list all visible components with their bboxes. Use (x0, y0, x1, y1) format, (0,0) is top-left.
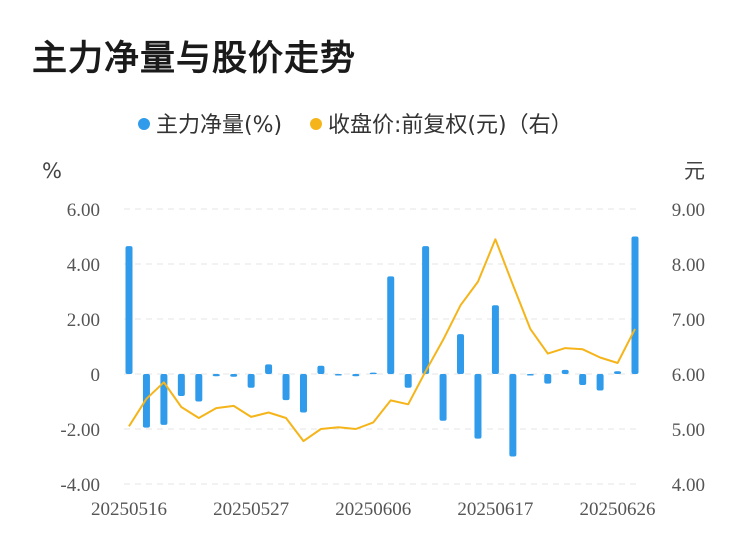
right-tick-label: 7.00 (672, 310, 705, 331)
bar (265, 364, 273, 374)
bar (404, 374, 412, 388)
chart-title: 主力净量与股价走势 (32, 39, 357, 79)
bar (334, 374, 342, 376)
legend-marker-close-price (310, 118, 322, 130)
x-tick-label: 20250626 (580, 499, 656, 520)
x-tick-label: 20250606 (335, 499, 411, 520)
legend-label-close-price: 收盘价:前复权(元)（右） (328, 113, 573, 138)
bar-series (125, 236, 639, 457)
grid-lines (124, 208, 640, 485)
bar (596, 374, 604, 391)
x-tick-label: 20250516 (91, 499, 167, 520)
bar (474, 374, 482, 439)
left-tick-label: 6.00 (67, 200, 100, 221)
right-axis-ticks: 9.00 8.00 7.00 6.00 5.00 4.00 (672, 200, 705, 496)
right-tick-label: 4.00 (672, 475, 705, 496)
left-tick-label: 4.00 (67, 255, 100, 276)
bar (212, 374, 220, 377)
right-tick-label: 5.00 (672, 420, 705, 441)
bar (544, 374, 552, 384)
x-tick-label: 20250617 (457, 499, 533, 520)
bar (352, 374, 360, 377)
left-tick-label: 0 (91, 365, 101, 386)
bar (195, 374, 203, 402)
x-tick-label: 20250527 (213, 499, 289, 520)
bar (561, 369, 569, 374)
bar (579, 374, 587, 385)
right-tick-label: 8.00 (672, 255, 705, 276)
bar (614, 371, 622, 374)
bar (526, 374, 534, 376)
left-tick-label: -4.00 (60, 475, 100, 496)
bar (457, 334, 465, 374)
bar (125, 246, 133, 374)
bar (491, 305, 499, 374)
bar (422, 246, 430, 374)
bar (387, 276, 395, 374)
legend: 主力净量(%) 收盘价:前复权(元)（右） (138, 113, 573, 138)
bar (439, 374, 447, 421)
bar (631, 236, 639, 374)
bar (230, 374, 238, 377)
bar (177, 374, 185, 396)
x-axis-ticks: 20250516 20250527 20250606 20250617 20250626 (91, 499, 656, 520)
bar (160, 374, 168, 425)
right-tick-label: 6.00 (672, 365, 705, 386)
left-axis-unit: % (42, 159, 62, 183)
bar (282, 374, 290, 401)
right-axis-unit: 元 (684, 159, 705, 183)
legend-label-net-volume: 主力净量(%) (156, 113, 282, 138)
left-tick-label: 2.00 (67, 310, 100, 331)
bar (369, 372, 377, 375)
left-tick-label: -2.00 (60, 420, 100, 441)
close-price-line (128, 238, 636, 443)
right-tick-label: 9.00 (672, 200, 705, 221)
left-axis-ticks: 6.00 4.00 2.00 0 -2.00 -4.00 (60, 200, 100, 496)
bar (509, 374, 517, 457)
bar (142, 374, 150, 428)
bar (247, 374, 255, 388)
bar (299, 374, 307, 413)
legend-marker-net-volume (138, 118, 150, 130)
line-series (128, 238, 636, 443)
bar (317, 365, 325, 374)
